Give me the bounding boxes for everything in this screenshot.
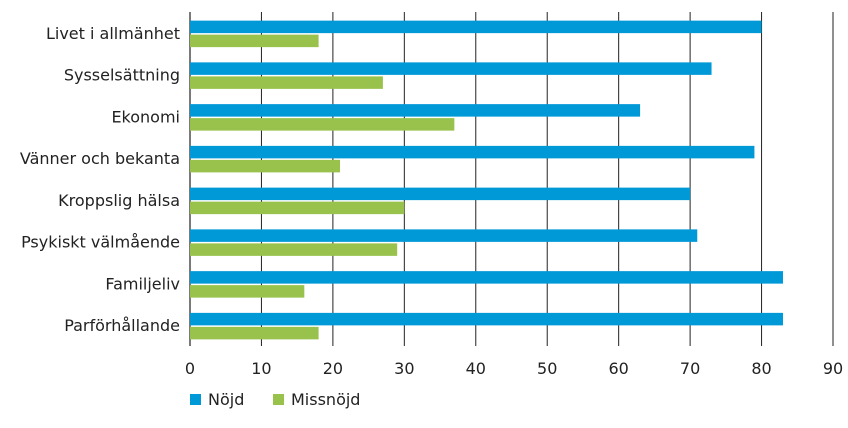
- bar-nojd-5: [190, 229, 698, 242]
- category-labels: Livet i allmänhet Sysselsättning Ekonomi Vä…: [20, 24, 180, 335]
- legend-swatch-nojd: [190, 394, 201, 405]
- category-label: Parförhållande: [64, 316, 180, 335]
- x-tick-label: 80: [751, 359, 771, 378]
- bar-missnojd-3: [190, 159, 341, 173]
- category-label: Vänner och bekanta: [20, 149, 180, 168]
- bar-nojd-4: [190, 187, 691, 201]
- bar-missnojd-1: [190, 76, 383, 89]
- legend: Nöjd Missnöjd: [190, 390, 360, 409]
- bar-missnojd-6: [190, 285, 305, 298]
- bar-nojd-7: [190, 312, 783, 326]
- bar-nojd-2: [190, 104, 641, 117]
- category-label: Sysselsättning: [64, 66, 180, 85]
- bar-nojd-6: [190, 271, 783, 284]
- x-tick-label: 30: [394, 359, 414, 378]
- category-label: Psykiskt välmående: [21, 233, 180, 252]
- category-label: Familjeliv: [105, 274, 180, 293]
- x-tick-label: 20: [323, 359, 343, 378]
- bar-missnojd-2: [190, 118, 455, 131]
- bar-nojd-3: [190, 145, 755, 159]
- legend-label-missnojd: Missnöjd: [291, 390, 360, 409]
- legend-swatch-missnojd: [273, 394, 284, 405]
- x-tick-label: 40: [466, 359, 486, 378]
- bar-nojd-0: [190, 20, 762, 34]
- x-tick-label: 10: [251, 359, 271, 378]
- x-tick-labels: 0 10 20 30 40 50 60 70 80 90: [185, 359, 843, 378]
- category-label: Kroppslig hälsa: [58, 191, 180, 210]
- category-label: Ekonomi: [111, 107, 180, 126]
- legend-label-nojd: Nöjd: [208, 390, 244, 409]
- x-tick-label: 50: [537, 359, 557, 378]
- x-tick-label: 0: [185, 359, 195, 378]
- bar-nojd-1: [190, 62, 712, 75]
- x-tick-label: 70: [680, 359, 700, 378]
- category-label: Livet i allmänhet: [46, 24, 180, 43]
- bar-missnojd-0: [190, 34, 319, 48]
- bar-missnojd-7: [190, 326, 319, 340]
- bar-missnojd-4: [190, 201, 405, 215]
- x-tick-label: 60: [608, 359, 628, 378]
- bar-missnojd-5: [190, 243, 398, 256]
- bars: [190, 20, 783, 340]
- x-tick-label: 90: [823, 359, 843, 378]
